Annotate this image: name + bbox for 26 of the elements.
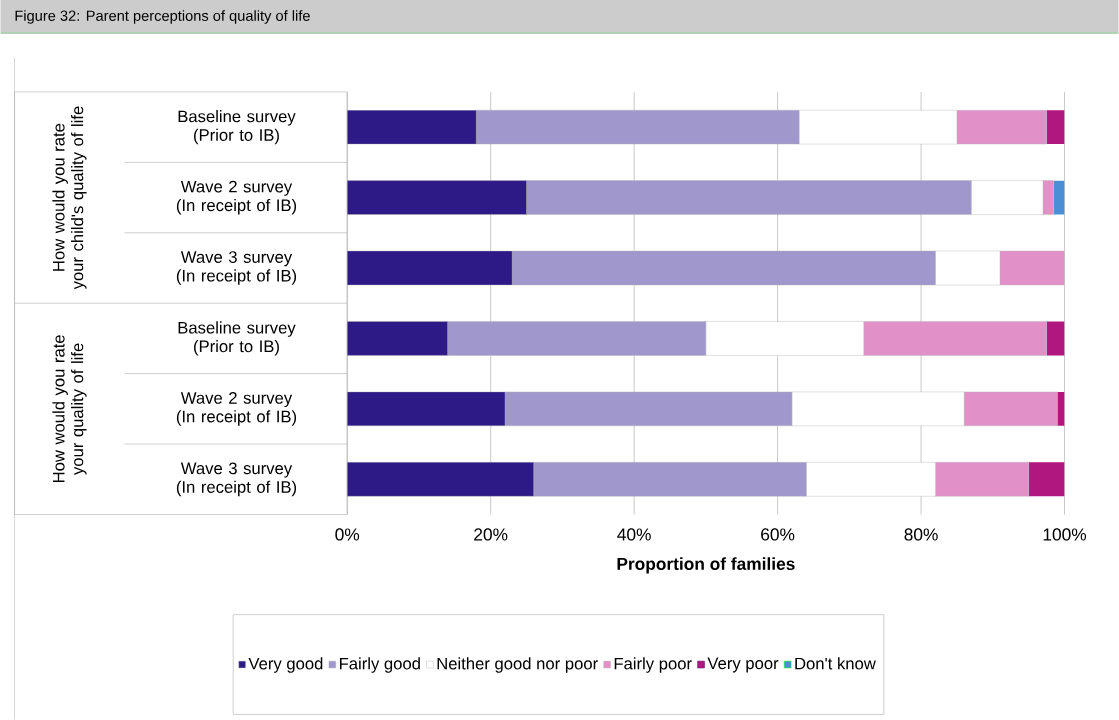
text: Figure 32: Parent perceptions of quality of life: [15, 10, 310, 24]
y-tick-label: Wave 3 survey (In receipt of IB): [176, 462, 297, 497]
legend-label: Don't know: [795, 657, 876, 670]
y-tick-label: Wave 3 survey (In receipt of IB): [176, 251, 297, 286]
y-tick-label: Baseline survey (Prior to IB): [178, 321, 296, 356]
y-tick-label: Baseline survey (Prior to IB): [178, 110, 296, 145]
y-tick-label: Wave 2 survey (In receipt of IB): [176, 180, 297, 215]
legend-label: Fairly poor: [614, 657, 692, 673]
legend-label: Very poor: [707, 657, 779, 673]
legend-label: Neither good nor poor: [437, 657, 598, 673]
y-tick-label: Wave 2 survey (In receipt of IB): [176, 392, 297, 426]
bar: [1046, 321, 1065, 356]
bar: [1028, 462, 1065, 497]
x-tick-label: 0%: [335, 528, 360, 541]
bar: [1053, 180, 1065, 215]
x-tick-label: 60%: [761, 528, 795, 541]
x-tick-label: 80%: [904, 528, 938, 541]
bar: [1046, 110, 1065, 145]
text: How would you rate your child's quality of life: [52, 106, 87, 290]
x-tick-label: 40%: [617, 528, 651, 541]
text: How would you rate your quality of life: [52, 335, 87, 483]
x-tick-label: 100%: [1043, 528, 1087, 541]
x-tick-label: 20%: [474, 528, 508, 541]
legend-label: Very good: [248, 657, 323, 673]
x-axis-title: Proportion of families: [617, 557, 795, 574]
legend-label: Fairly good: [339, 657, 420, 673]
